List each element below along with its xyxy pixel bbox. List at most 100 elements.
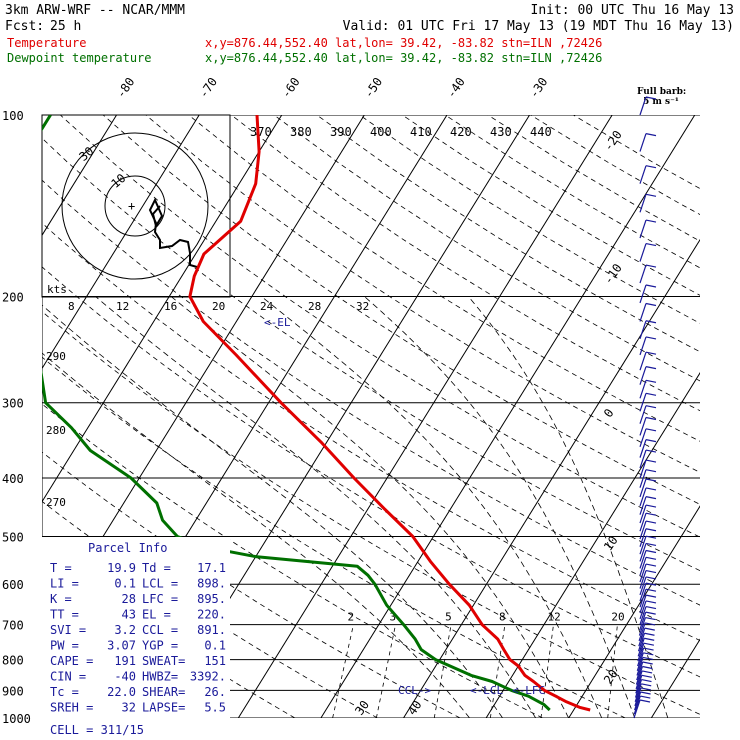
wind-barb bbox=[639, 582, 647, 602]
wind-barb-flag bbox=[645, 284, 657, 288]
parcel-row-label: TT = bbox=[50, 608, 79, 622]
hodograph-ring-inner bbox=[104, 175, 166, 237]
parcel-row-label: SHEAR= bbox=[142, 685, 185, 699]
mixing-ratio-line bbox=[375, 624, 396, 718]
diagram-grid bbox=[42, 115, 740, 718]
theta-label: 430 bbox=[490, 125, 512, 139]
isotherm bbox=[734, 115, 740, 718]
barb-legend-line2: 5 m s⁻¹ bbox=[643, 97, 679, 107]
moist-adiabat bbox=[170, 296, 570, 718]
wind-barb-flag bbox=[645, 569, 657, 574]
wind-barb-flag bbox=[639, 699, 651, 703]
wind-barb-flag bbox=[645, 242, 657, 247]
parcel-row-value: -40 bbox=[114, 670, 136, 684]
wind-barb-flag bbox=[645, 219, 657, 223]
wind-barb bbox=[639, 303, 647, 322]
dry-adiabat bbox=[145, 115, 700, 473]
parcel-row-label: LI = bbox=[50, 577, 79, 591]
theta-label: 420 bbox=[450, 125, 472, 139]
isotherm bbox=[568, 505, 700, 718]
isotherm-label: 40 bbox=[405, 698, 425, 718]
hodograph-ring-outer bbox=[61, 132, 209, 280]
wind-barb bbox=[638, 622, 646, 642]
wind-barb bbox=[634, 691, 642, 711]
wind-barb-flag bbox=[645, 428, 657, 432]
mixing-ratio-label: 8 bbox=[499, 611, 506, 624]
wind-barb-flag bbox=[645, 469, 657, 473]
theta-label: 440 bbox=[530, 125, 552, 139]
isotherm-label: -10 bbox=[601, 261, 625, 287]
wind-barb-flag bbox=[645, 405, 657, 409]
theta-label: 410 bbox=[410, 125, 432, 139]
moist-adiabat bbox=[261, 296, 603, 718]
parcel-row-label: LCL = bbox=[142, 577, 178, 591]
wind-barb bbox=[636, 657, 644, 676]
wind-barb bbox=[639, 478, 647, 498]
wind-barb bbox=[639, 589, 647, 608]
isotherm bbox=[485, 372, 700, 718]
wind-barb-flag bbox=[645, 549, 657, 554]
wind-barb-flag bbox=[645, 366, 657, 370]
dry-adiabat bbox=[42, 266, 700, 678]
isotherm-label: 10 bbox=[601, 533, 621, 553]
forecast-hour: 25 h bbox=[50, 19, 81, 34]
theta-label-left: 290 bbox=[46, 350, 66, 363]
parcel-row-label: Tc = bbox=[50, 685, 79, 699]
wind-barb bbox=[637, 638, 645, 657]
wind-barb-flag bbox=[643, 642, 655, 646]
wind-barb bbox=[633, 695, 641, 715]
parcel-row-label: SREH = bbox=[50, 701, 93, 715]
lfc-marker: <-LFC bbox=[512, 684, 545, 697]
wind-barb-flag bbox=[645, 582, 657, 586]
wind-barb-flag bbox=[641, 683, 652, 687]
wind-barb bbox=[639, 352, 647, 371]
parcel-row-label: PW = bbox=[50, 639, 79, 653]
hodograph-speed-label: 16 bbox=[164, 300, 177, 313]
parcel-row-value: 898. bbox=[197, 577, 226, 591]
isotherm bbox=[42, 115, 283, 503]
dry-adiabat bbox=[316, 115, 700, 353]
dry-adiabat bbox=[42, 137, 700, 572]
wind-barb bbox=[639, 487, 647, 507]
hodograph-center-mark: + bbox=[128, 199, 135, 213]
wind-barb bbox=[637, 633, 646, 652]
wind-barb-flag bbox=[645, 611, 656, 615]
wind-barb-flag bbox=[645, 264, 657, 268]
dry-adiabat bbox=[231, 115, 700, 412]
forecast-label: Fcst: bbox=[5, 19, 44, 34]
isotherm-label: -50 bbox=[361, 75, 385, 101]
isotherm bbox=[42, 115, 117, 237]
theta-label: 390 bbox=[330, 125, 352, 139]
wind-barb bbox=[635, 675, 643, 694]
wind-barb-flag bbox=[645, 379, 657, 383]
wind-barb-flag bbox=[645, 600, 657, 604]
wind-barb bbox=[639, 600, 647, 620]
pressure-label: 500 bbox=[2, 530, 24, 544]
el-marker: <-EL bbox=[264, 316, 291, 329]
parcel-row-value: 43 bbox=[122, 608, 136, 622]
wind-barb bbox=[639, 284, 647, 304]
dry-adiabat bbox=[188, 115, 700, 442]
wind-barb-flag bbox=[645, 320, 657, 324]
theta-label: 380 bbox=[290, 125, 312, 139]
wind-barb-flag bbox=[645, 556, 657, 560]
wind-barb-flag bbox=[645, 594, 657, 598]
parcel-row-value: 151 bbox=[204, 654, 226, 668]
wind-barb-flag bbox=[645, 606, 657, 610]
parcel-row-value: 3.2 bbox=[114, 623, 136, 637]
wind-barbs bbox=[633, 96, 657, 719]
wind-barb-flag bbox=[640, 695, 651, 699]
wind-barb bbox=[634, 679, 643, 698]
parcel-info-panel: Parcel Info T = 19.9 Td = 17.1 LI = 0.1 LCL = 8… bbox=[42, 537, 230, 737]
wind-barb-flag bbox=[645, 542, 657, 547]
wind-barb-flag bbox=[640, 687, 652, 691]
wind-barb-flag bbox=[645, 133, 657, 137]
isotherm-label: 20 bbox=[601, 667, 621, 687]
hodograph-trace bbox=[148, 197, 198, 268]
wind-barb-flag bbox=[645, 496, 657, 500]
pressure-label: 800 bbox=[2, 654, 24, 668]
wind-barb-flag bbox=[642, 665, 653, 670]
dry-adiabat bbox=[402, 115, 700, 296]
hodograph-kts-label: kts bbox=[47, 283, 67, 296]
dry-adiabat bbox=[273, 115, 700, 382]
